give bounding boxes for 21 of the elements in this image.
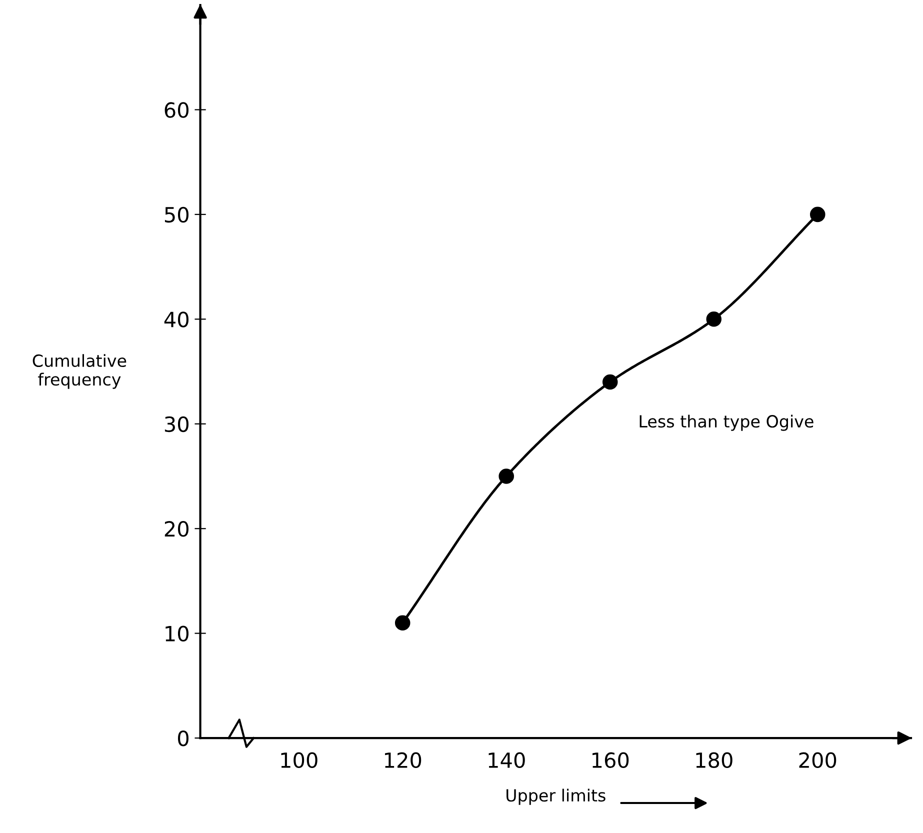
x-tick-label: 100	[281, 752, 318, 768]
y-tick-label: 50	[164, 206, 188, 223]
x-tick-label: 140	[488, 752, 525, 768]
point	[498, 468, 514, 484]
x-tick-label: 120	[385, 752, 422, 768]
y-tick-label: 30	[164, 416, 188, 432]
point	[706, 312, 722, 327]
y-tick-label: 60	[164, 102, 188, 118]
point	[394, 615, 410, 630]
point	[602, 374, 618, 390]
y-tick-label: 0	[178, 730, 188, 746]
y-tick-label: 40	[164, 312, 188, 328]
x-tick-label: 180	[696, 752, 732, 768]
x-axis-title: Upper limits	[506, 788, 606, 805]
y-axis-title: Cumulative frequency	[32, 354, 126, 389]
point	[810, 206, 826, 222]
y-tick-label: 20	[164, 521, 188, 537]
x-tick-label: 200	[799, 752, 836, 768]
x-tick-label: 160	[592, 752, 629, 768]
y-tick-label: 10	[166, 626, 188, 642]
annotation: Less than type Ogive	[640, 414, 814, 431]
